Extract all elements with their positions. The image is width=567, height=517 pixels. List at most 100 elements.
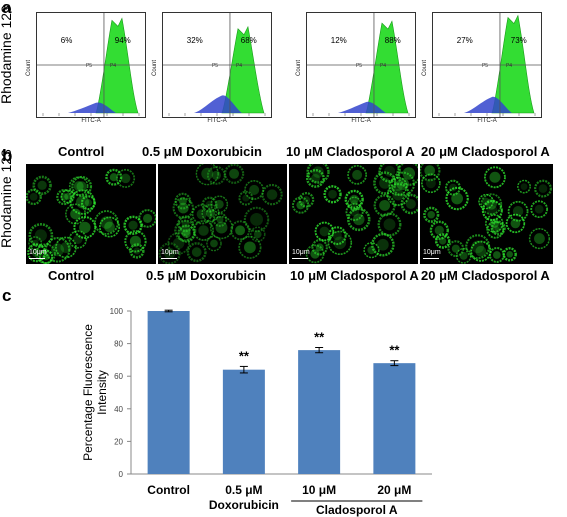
cell-interior	[129, 235, 142, 247]
cell	[28, 223, 54, 248]
microscopy-condition-label: 10 μM Cladosporol A	[290, 268, 419, 283]
cell	[172, 197, 194, 219]
cell-interior	[128, 220, 138, 230]
cell	[484, 166, 506, 189]
cell-interior	[512, 206, 524, 217]
scale-bar	[29, 258, 45, 259]
cell	[373, 171, 397, 195]
cell	[158, 242, 181, 264]
cell-interior	[40, 248, 51, 259]
cell	[534, 179, 552, 198]
cell	[470, 240, 492, 262]
cell	[323, 185, 342, 204]
cell	[447, 240, 465, 258]
cell	[32, 175, 52, 196]
flow-x-axis-label: FITC-A	[477, 118, 497, 124]
cell	[69, 189, 96, 215]
microscopy-image: 10μm	[26, 164, 156, 264]
cell-interior	[350, 207, 360, 217]
cell	[206, 235, 222, 252]
cell	[177, 224, 196, 243]
y-tick-label: 60	[114, 372, 123, 381]
cell	[371, 232, 395, 257]
y-tick-label: 80	[114, 340, 123, 349]
scale-bar-label: 10μm	[161, 249, 179, 256]
flow-y-axis-label: Count	[296, 60, 302, 77]
flow-y-axis-label: Count	[422, 60, 428, 77]
panel-a-side-label: Rhodamine 123	[0, 5, 14, 104]
cell-interior	[79, 221, 91, 234]
scale-bar-label: 10μm	[423, 249, 441, 256]
green-histogram	[365, 20, 409, 114]
cell-interior	[475, 245, 487, 257]
left-percentage: 6%	[60, 35, 73, 45]
cell-interior	[214, 199, 224, 209]
cell	[191, 204, 212, 225]
cell	[244, 179, 265, 200]
cell-interior	[312, 166, 324, 178]
cell-interior	[383, 218, 396, 231]
cell-interior	[506, 250, 514, 258]
flow-plot: P5 P4 6% 94%	[36, 12, 146, 118]
scale-bar-label: 10μm	[29, 249, 47, 256]
x-category-label-line: Doxorubicin	[209, 498, 279, 512]
cell	[105, 168, 123, 186]
cell-interior	[250, 213, 263, 226]
cell-interior	[104, 221, 115, 233]
cell-interior	[177, 202, 189, 214]
cell	[99, 216, 121, 238]
cell-interior	[100, 216, 113, 229]
cell	[138, 209, 156, 228]
gate-label-left: P5	[482, 63, 488, 69]
cell-interior	[482, 197, 490, 206]
cell-interior	[179, 225, 191, 237]
histogram-svg: P5 P4	[307, 13, 415, 117]
panel-a-letter: a	[2, 0, 12, 17]
cell	[174, 219, 197, 242]
gate-label-left: P5	[356, 63, 362, 69]
cell-interior	[266, 189, 278, 200]
cell-interior	[73, 181, 84, 192]
left-percentage: 32%	[186, 35, 203, 45]
bar	[298, 350, 341, 474]
cell	[306, 164, 330, 184]
x-category-label-line: 10 μM	[302, 483, 336, 497]
flow-x-axis-label: FITC-A	[207, 118, 227, 124]
green-histogram	[221, 25, 265, 114]
cell-interior	[198, 225, 209, 236]
cell	[486, 220, 505, 239]
cell-interior	[29, 193, 38, 201]
cell-interior	[73, 234, 83, 245]
cell-interior	[352, 169, 363, 180]
cell	[261, 183, 283, 206]
x-category-label: 20 μM	[377, 483, 411, 497]
scale-bar-label: 10μm	[292, 249, 310, 256]
cell-image-svg	[26, 168, 156, 264]
gate-label-left: P5	[212, 63, 218, 69]
cell	[80, 195, 96, 211]
gate-label-left: P5	[86, 63, 92, 69]
flow-x-axis-label: FITC-A	[351, 118, 371, 124]
significance-label: **	[239, 348, 250, 363]
green-histogram	[95, 17, 139, 114]
cell-interior	[379, 177, 391, 189]
cell-image-svg	[158, 164, 283, 264]
cell-interior	[60, 193, 69, 201]
cell	[129, 243, 145, 259]
flow-condition-label: 10 μM Cladosporol A	[286, 144, 415, 159]
right-percentage: 94%	[114, 35, 131, 45]
flow-condition-label: 20 μM Cladosporol A	[421, 144, 550, 159]
cell-interior	[37, 180, 47, 190]
bar	[147, 311, 190, 474]
cell-interior	[534, 204, 544, 214]
microscopy-image: 10μm	[289, 164, 418, 264]
cell	[505, 213, 526, 234]
flow-plot: P5 P4 12% 88%	[306, 12, 416, 118]
cell-interior	[510, 218, 521, 229]
microscopy-image: 10μm	[158, 164, 287, 264]
cell	[174, 192, 192, 210]
cell	[195, 164, 219, 186]
bar	[222, 369, 265, 474]
cell-interior	[210, 239, 218, 248]
cell	[238, 190, 254, 206]
